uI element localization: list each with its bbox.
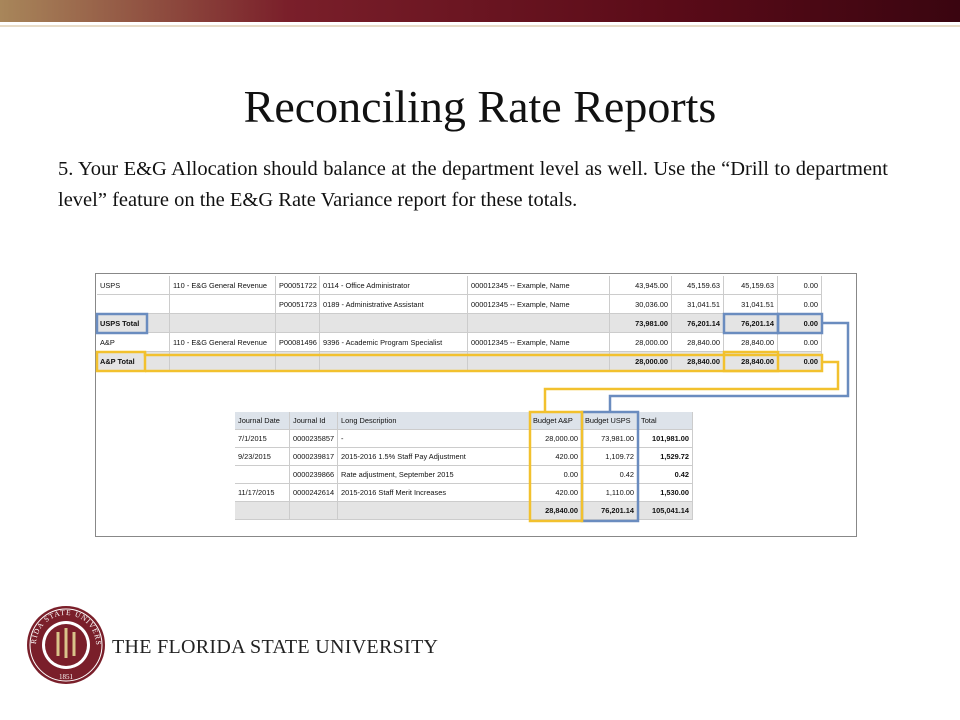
table-cell: 000012345 -- Example, Name <box>468 295 610 314</box>
table-row: USPS 110 - E&G General Revenue P00051722 01… <box>97 276 822 295</box>
table-cell: P00051722 <box>276 276 320 295</box>
seal-name: FLORIDA STATE UNIVERSITY <box>0 0 103 646</box>
table-cell <box>235 466 290 484</box>
table-cell: USPS <box>97 276 170 295</box>
table-cell: 73,981.00 <box>610 314 672 333</box>
table-cell: Journal Id <box>290 412 338 430</box>
table-cell: Total <box>638 412 693 430</box>
table-cell: 0.42 <box>638 466 693 484</box>
seal-torches <box>56 628 76 658</box>
highlight-box <box>143 352 824 373</box>
table-cell: 110 - E&G General Revenue <box>170 333 276 352</box>
table-row: A&P Total 28,000.00 28,840.00 28,840.00 0.00 <box>97 352 822 371</box>
table-cell: 000012345 -- Example, Name <box>468 276 610 295</box>
table-cell: 30,036.00 <box>610 295 672 314</box>
journal-table: Journal Date Journal Id Long Description Bu… <box>235 412 693 520</box>
table-cell: Journal Date <box>235 412 290 430</box>
table-row: 28,840.00 76,201.14 105,041.14 <box>235 502 693 520</box>
seal-ring <box>29 608 103 682</box>
table-cell: P00051723 <box>276 295 320 314</box>
table-cell: 000012345 -- Example, Name <box>468 333 610 352</box>
highlight-box <box>95 312 149 335</box>
table-row: USPS Total 73,981.00 76,201.14 76,201.14 0.0… <box>97 314 822 333</box>
table-cell: P00081496 <box>276 333 320 352</box>
table-cell: 9396 - Academic Program Specialist <box>320 333 468 352</box>
highlight-box <box>580 410 640 523</box>
table-cell: 28,840.00 <box>672 333 724 352</box>
table-cell: 0.00 <box>778 276 822 295</box>
table-cell: 43,945.00 <box>610 276 672 295</box>
table-row: 11/17/2015 0000242614 2015-2016 Staff Meri… <box>235 484 693 502</box>
table-cell: 0000242614 <box>290 484 338 502</box>
slide-title: Reconciling Rate Reports <box>243 81 717 132</box>
table-cell: 0000235857 <box>290 430 338 448</box>
table-cell: 45,159.63 <box>724 276 778 295</box>
table-cell <box>290 502 338 520</box>
table-cell: 9/23/2015 <box>235 448 290 466</box>
table-cell: 1,529.72 <box>638 448 693 466</box>
table-cell <box>235 502 290 520</box>
table-cell: 28,000.00 <box>610 333 672 352</box>
table-cell: 101,981.00 <box>638 430 693 448</box>
table-cell <box>276 314 320 333</box>
table-cell: 0000239817 <box>290 448 338 466</box>
table-row: Journal Date Journal Id Long Description Bu… <box>235 412 693 430</box>
highlight-box <box>776 312 824 335</box>
table-row: P00051723 0189 - Administrative Assistant… <box>97 295 822 314</box>
highlight-box <box>722 312 780 335</box>
table-cell <box>320 314 468 333</box>
top-rule <box>0 25 960 27</box>
table-cell <box>468 314 610 333</box>
table-row: 0000239866 Rate adjustment, September 201… <box>235 466 693 484</box>
highlight-box <box>95 350 147 373</box>
connector <box>608 321 850 412</box>
table-cell <box>170 295 276 314</box>
connector <box>543 360 840 412</box>
table-cell: 1,530.00 <box>638 484 693 502</box>
table-cell: 0189 - Administrative Assistant <box>320 295 468 314</box>
body-text: 5. Your E&G Allocation should balance at… <box>58 158 888 211</box>
table-cell: 0000239866 <box>290 466 338 484</box>
highlight-box <box>528 410 584 523</box>
table-cell: 105,041.14 <box>638 502 693 520</box>
table-cell: 0.00 <box>778 333 822 352</box>
university-name: THE FLORIDA STATE UNIVERSITY <box>112 636 439 658</box>
table-cell: 0114 - Office Administrator <box>320 276 468 295</box>
table-cell <box>170 314 276 333</box>
seal-year: 1851 <box>59 673 74 681</box>
rate-table: USPS 110 - E&G General Revenue P00051722 01… <box>97 276 822 371</box>
table-cell: 11/17/2015 <box>235 484 290 502</box>
table-cell: 31,041.51 <box>672 295 724 314</box>
table-cell: 45,159.63 <box>672 276 724 295</box>
table-cell: 7/1/2015 <box>235 430 290 448</box>
seal: FLORIDA STATE UNIVERSITY 1851 <box>0 0 105 684</box>
top-bar <box>0 0 960 22</box>
table-cell: 110 - E&G General Revenue <box>170 276 276 295</box>
